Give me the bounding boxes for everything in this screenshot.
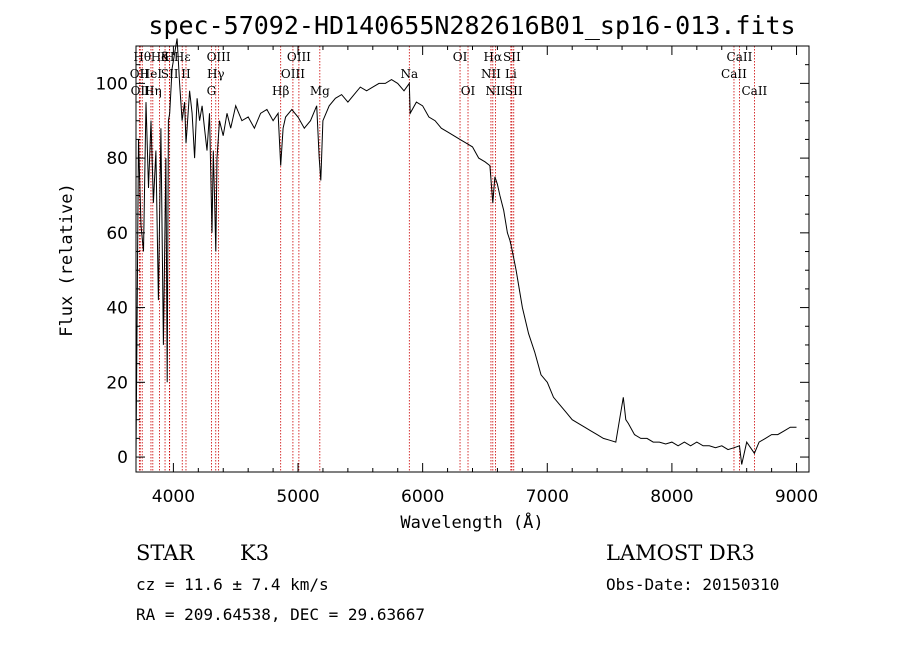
line-label-13: OIII [207,50,231,64]
line-label-17: Mg [310,84,330,98]
redshift-text: cz = 11.6 ± 7.4 km/s [136,575,329,594]
line-label-21: NII [481,67,501,81]
line-label-29: CaII [741,84,767,98]
line-label-27: CaII [721,67,747,81]
x-tick-label-1: 5000 [276,487,319,507]
line-label-19: OI [453,50,468,64]
line-label-9: Hε [174,50,191,64]
line-label-12: Hγ [207,67,225,81]
line-label-6: K [161,50,171,64]
line-markers [138,46,755,472]
x-tick-label-0: 4000 [152,487,195,507]
line-label-0: OII [130,67,150,81]
line-label-28: CaII [727,50,753,64]
spectrum-line [135,38,797,465]
object-subclass: K3 [240,541,269,565]
chart-title: spec-57092-HD140655N282616B01_sp16-013.f… [148,11,795,40]
line-label-22: Hα [484,50,503,64]
line-label-8: SII [161,67,179,81]
coordinates: RA = 209.64538, DEC = 29.63667 [136,605,425,624]
x-axis-label: Wavelength (Å) [400,511,543,533]
y-tick-label-0: 0 [117,448,128,468]
x-tick-label-5: 9000 [775,487,818,507]
y-tick-label-5: 100 [96,74,128,94]
line-label-24: Li [505,67,517,81]
y-axis-ticks: 0 20 40 60 80 100 [96,64,809,468]
obs-date: Obs-Date: 20150310 [606,575,779,594]
line-label-4: Hη [144,84,162,98]
line-label-10: II [181,67,191,81]
line-label-16: OIII [287,50,311,64]
y-tick-label-3: 60 [106,224,128,244]
line-label-11: G [207,84,217,98]
line-label-18: Na [400,67,418,81]
x-tick-label-3: 7000 [526,487,569,507]
y-tick-label-2: 40 [106,299,128,319]
line-label-15: OIII [281,67,305,81]
survey-name: LAMOST DR3 [606,541,755,565]
line-label-20: OI [461,84,476,98]
x-tick-label-4: 8000 [650,487,693,507]
line-label-3: HeI [140,67,163,81]
y-tick-label-4: 80 [106,149,128,169]
line-label-7: H [164,50,174,64]
line-label-5: Hδ [151,50,169,64]
y-axis-label: Flux (relative) [57,183,77,337]
line-label-23: NII [485,84,505,98]
x-axis-ticks: 4000 5000 6000 7000 8000 9000 [152,46,818,507]
line-label-26: SII [505,84,523,98]
x-tick-label-2: 6000 [401,487,444,507]
y-tick-label-1: 20 [106,373,128,393]
object-class: STAR [136,541,195,565]
line-label-25: SII [503,50,521,64]
line-label-2: Hθ [133,50,151,64]
line-label-1: OII [131,84,151,98]
line-label-14: Hβ [272,84,289,98]
